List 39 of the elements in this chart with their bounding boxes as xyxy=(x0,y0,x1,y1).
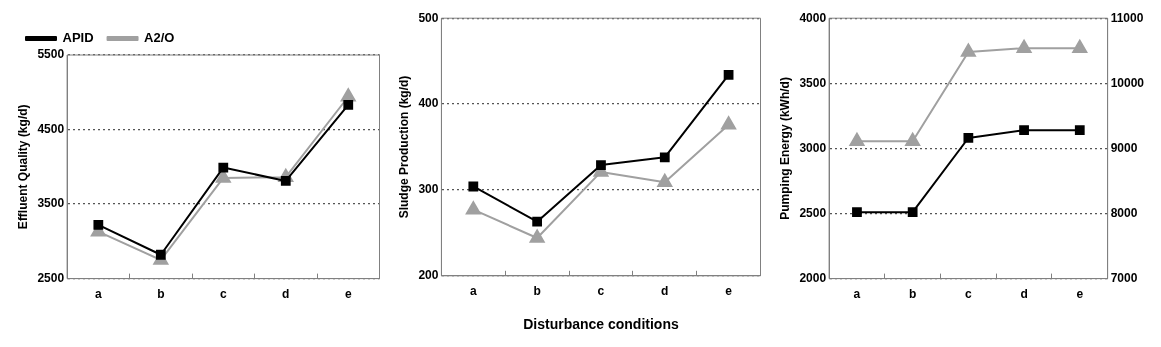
x-tick-label: c xyxy=(597,284,605,299)
y-tick-label: 2500 xyxy=(37,270,65,285)
y-tick-label: 200 xyxy=(418,268,439,283)
y-tick-label: 3000 xyxy=(799,140,827,155)
y2-tick-label: 7000 xyxy=(1110,270,1138,285)
y-tick-label: 2500 xyxy=(799,205,827,220)
x-tick-label: e xyxy=(1076,287,1084,302)
legend-label: A2/O xyxy=(144,30,175,46)
y-tick-label: 400 xyxy=(418,96,439,111)
x-tick-label: c xyxy=(965,287,973,302)
y-tick-label: 3500 xyxy=(799,75,827,90)
y-axis-title: Pumping Energy (kWh/d) xyxy=(777,77,792,220)
y-tick-label: 3500 xyxy=(37,196,65,211)
x-tick-label: a xyxy=(94,287,102,302)
y-tick-label: 300 xyxy=(418,182,439,197)
x-tick-label: a xyxy=(469,284,477,299)
y-tick-label: 5500 xyxy=(37,47,65,62)
x-tick-label: a xyxy=(853,287,861,302)
x-tick-label: b xyxy=(533,284,541,299)
y2-tick-label: 9000 xyxy=(1110,140,1138,155)
x-tick-label: d xyxy=(661,284,669,299)
x-tick-label: b xyxy=(908,287,917,302)
y-tick-label: 2000 xyxy=(799,270,827,285)
x-tick-label: e xyxy=(344,287,352,302)
y-tick-label: 4000 xyxy=(799,10,827,25)
x-axis-title: Disturbance conditions xyxy=(523,316,679,333)
y2-tick-label: 10000 xyxy=(1110,75,1145,90)
x-tick-label: d xyxy=(282,287,290,302)
y-axis-title: Effluent Quality (kg/d) xyxy=(15,104,30,230)
y2-tick-label: 11000 xyxy=(1110,10,1144,25)
y-axis-title: Sludge Production (kg/d) xyxy=(396,75,411,219)
y-tick-label: 4500 xyxy=(37,121,65,136)
x-tick-label: c xyxy=(219,287,227,302)
y2-tick-label: 8000 xyxy=(1110,205,1138,220)
x-tick-label: d xyxy=(1020,287,1028,302)
legend-label: APID xyxy=(62,30,94,46)
x-tick-label: b xyxy=(157,287,165,302)
x-tick-label: e xyxy=(725,284,733,299)
y-tick-label: 500 xyxy=(418,10,439,25)
